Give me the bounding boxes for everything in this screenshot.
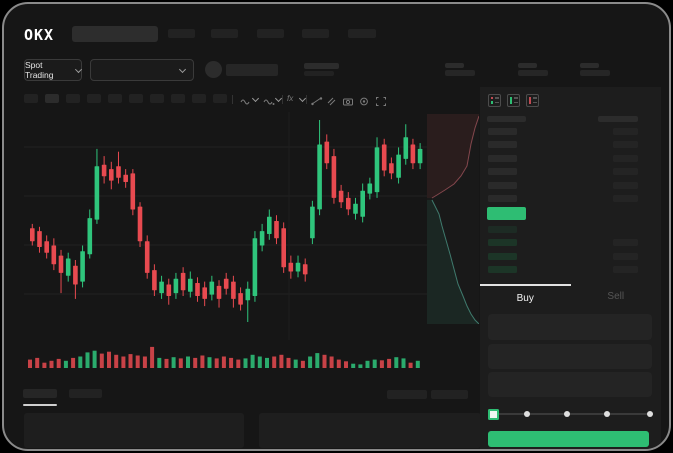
- slider-step[interactable]: [604, 411, 610, 417]
- nav-item-placeholder[interactable]: [348, 29, 376, 38]
- tab-sell[interactable]: Sell: [607, 291, 625, 302]
- ask-price-placeholder[interactable]: [488, 141, 517, 149]
- slider-handle[interactable]: [488, 409, 499, 420]
- bid-size-placeholder[interactable]: [613, 252, 638, 260]
- camera-icon[interactable]: [342, 94, 354, 106]
- divider: [232, 95, 233, 104]
- slider-step[interactable]: [647, 411, 653, 417]
- pair-name-placeholder: [226, 64, 278, 76]
- book-bids-only-icon[interactable]: [507, 94, 520, 107]
- nav-item-placeholder[interactable]: [302, 29, 329, 38]
- ask-price-placeholder[interactable]: [488, 168, 517, 176]
- amount-slider[interactable]: [488, 408, 655, 420]
- indicator-wave-alt-icon[interactable]: [263, 94, 275, 105]
- ask-size-placeholder[interactable]: [613, 141, 638, 149]
- divider: [306, 95, 307, 104]
- book-asks-only-icon[interactable]: [526, 94, 539, 107]
- interval-button-placeholder[interactable]: [87, 94, 101, 103]
- bid-price-placeholder[interactable]: [488, 226, 517, 233]
- price-input[interactable]: [488, 314, 652, 340]
- pair-selector-dropdown[interactable]: [90, 59, 194, 81]
- stat-label-placeholder: [445, 63, 464, 68]
- active-tab-underline: [23, 404, 57, 406]
- interval-button-placeholder[interactable]: [66, 94, 80, 103]
- last-price-placeholder: [304, 63, 339, 69]
- orderbook-header-placeholder: [487, 116, 526, 122]
- stat-value-placeholder: [518, 70, 548, 76]
- interval-button-placeholder[interactable]: [171, 94, 185, 103]
- ask-price-placeholder[interactable]: [488, 181, 517, 189]
- stat-label-placeholder: [580, 63, 599, 68]
- candlestick-chart[interactable]: [24, 112, 427, 340]
- bid-size-placeholder[interactable]: [613, 266, 638, 274]
- interval-button-placeholder[interactable]: [192, 94, 206, 103]
- ask-size-placeholder[interactable]: [613, 168, 638, 176]
- orders-table-placeholder: [24, 413, 244, 448]
- trade-tabs: Buy Sell: [480, 284, 661, 308]
- ask-size-placeholder[interactable]: [613, 128, 638, 135]
- total-input[interactable]: [488, 372, 652, 397]
- interval-button-placeholder[interactable]: [150, 94, 164, 103]
- bottom-tab-placeholder[interactable]: [69, 389, 102, 398]
- market-type-selector[interactable]: Spot Trading: [24, 59, 83, 81]
- history-table-placeholder: [259, 413, 481, 448]
- bid-price-placeholder[interactable]: [488, 252, 517, 260]
- orderbook-header-placeholder: [598, 116, 638, 122]
- chevron-down-icon[interactable]: [298, 94, 307, 103]
- bottom-tab-active-placeholder[interactable]: [23, 389, 57, 398]
- stat-value-placeholder: [580, 70, 610, 76]
- ask-price-placeholder[interactable]: [488, 154, 517, 162]
- bid-price-placeholder[interactable]: [488, 266, 517, 274]
- ask-price-placeholder[interactable]: [488, 128, 517, 135]
- slider-step[interactable]: [524, 411, 530, 417]
- buy-submit-button[interactable]: [488, 431, 649, 447]
- chevron-down-icon: [75, 65, 83, 73]
- trendline-icon[interactable]: [311, 94, 323, 106]
- slider-track[interactable]: [490, 413, 653, 415]
- orderbook-trade-panel: Buy Sell: [480, 87, 661, 449]
- market-type-label: Spot Trading: [25, 60, 54, 80]
- ask-size-placeholder[interactable]: [613, 181, 638, 189]
- chevron-down-icon[interactable]: [251, 94, 260, 103]
- interval-button-placeholder[interactable]: [213, 94, 227, 103]
- interval-button-placeholder[interactable]: [129, 94, 143, 103]
- depth-chart[interactable]: [427, 114, 480, 325]
- ask-price-placeholder[interactable]: [488, 195, 517, 202]
- fiat-price-placeholder: [304, 71, 334, 76]
- bid-price-placeholder[interactable]: [488, 239, 517, 247]
- stat-label-placeholder: [518, 63, 537, 68]
- chevron-down-icon[interactable]: [274, 94, 283, 103]
- amount-input[interactable]: [488, 344, 652, 369]
- ask-size-placeholder[interactable]: [613, 154, 638, 162]
- interval-button-placeholder[interactable]: [24, 94, 38, 103]
- volume-chart: [24, 342, 427, 368]
- divider: [282, 95, 283, 104]
- chevron-down-icon: [178, 65, 187, 73]
- slider-step[interactable]: [564, 411, 570, 417]
- bid-size-placeholder[interactable]: [613, 239, 638, 247]
- okx-logo: OKX: [24, 26, 55, 44]
- measure-icon[interactable]: [326, 94, 338, 106]
- bottom-control-placeholder[interactable]: [431, 390, 468, 399]
- search-input[interactable]: [72, 26, 158, 42]
- nav-item-placeholder[interactable]: [257, 29, 284, 38]
- fullscreen-icon[interactable]: [375, 94, 387, 106]
- indicator-wave-icon[interactable]: [240, 94, 252, 105]
- nav-item-placeholder[interactable]: [168, 29, 195, 38]
- stat-value-placeholder: [445, 70, 475, 76]
- last-price-bar[interactable]: [487, 207, 526, 220]
- bottom-control-placeholder[interactable]: [387, 390, 427, 399]
- ask-size-placeholder[interactable]: [613, 195, 638, 202]
- book-asks-bids-icon[interactable]: [488, 94, 501, 107]
- settings-gear-icon[interactable]: [358, 94, 370, 106]
- interval-button-placeholder[interactable]: [45, 94, 59, 103]
- interval-button-placeholder[interactable]: [108, 94, 122, 103]
- coin-avatar: [205, 61, 222, 78]
- tab-buy[interactable]: Buy: [480, 284, 571, 308]
- nav-item-placeholder[interactable]: [211, 29, 238, 38]
- function-icon[interactable]: fx: [287, 94, 294, 103]
